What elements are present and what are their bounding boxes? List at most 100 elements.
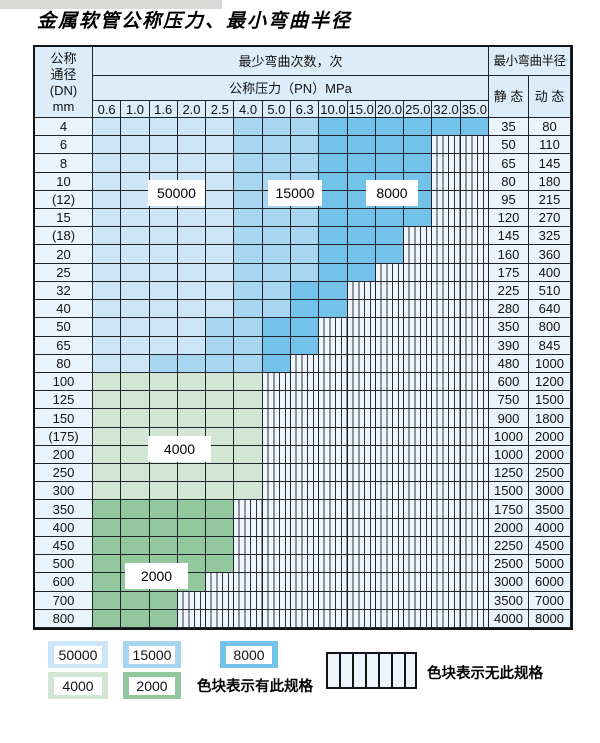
legend-has-spec-note: 色块表示有此规格 xyxy=(197,679,313,695)
static-radius-cell: 1250 xyxy=(489,464,529,483)
bend-cell-b2 xyxy=(234,227,263,246)
bend-cell-s xyxy=(375,482,405,501)
bend-cell-s xyxy=(460,591,489,610)
pressure-column-label: 35.0 xyxy=(460,101,489,118)
bend-cell-s xyxy=(262,518,291,537)
bend-cell-s xyxy=(375,391,405,410)
bend-cell-g1 xyxy=(234,464,263,483)
bend-cell-b1 xyxy=(121,263,150,282)
static-radius-cell: 175 xyxy=(489,263,529,282)
bend-cell-s xyxy=(375,318,405,337)
dn-header-line: 通径 xyxy=(50,66,77,82)
bend-cell-s xyxy=(432,318,461,337)
dn-cell: 700 xyxy=(35,591,93,610)
bend-cell-s xyxy=(375,300,405,319)
bend-cell-b2 xyxy=(262,118,291,137)
bend-cell-b1 xyxy=(149,263,178,282)
bend-cell-s xyxy=(460,427,489,446)
bend-cell-g1 xyxy=(93,372,122,392)
bend-cell-b1 xyxy=(93,190,122,210)
bend-cell-g2 xyxy=(121,518,150,537)
bend-cell-b3 xyxy=(375,245,405,264)
bend-cell-g1 xyxy=(121,427,150,446)
static-radius-cell: 600 xyxy=(489,372,529,392)
bend-cell-s xyxy=(291,372,320,392)
dynamic-radius-cell: 110 xyxy=(529,136,571,155)
bend-cell-g1 xyxy=(206,372,235,392)
bend-cell-s xyxy=(404,536,433,556)
bend-cell-s xyxy=(347,281,376,301)
bend-cell-s xyxy=(375,336,405,355)
dn-header-line: (DN) xyxy=(49,82,78,98)
pressure-column-label: 0.6 xyxy=(93,101,122,118)
bend-cell-s xyxy=(460,555,489,574)
static-radius-cell: 750 xyxy=(489,391,529,410)
bend-cell-g1 xyxy=(121,391,150,410)
dynamic-radius-cell: 400 xyxy=(529,263,571,282)
legend-swatch-2000: 2000 xyxy=(123,672,181,699)
bend-cell-s xyxy=(347,445,376,465)
dn-header-cell: 公称 通径 (DN) mm xyxy=(35,47,93,118)
static-radius-cell: 3500 xyxy=(489,591,529,610)
static-radius-cell: 50 xyxy=(489,136,529,155)
bend-cell-b2 xyxy=(234,318,263,337)
pressure-column-label: 25.0 xyxy=(404,101,433,118)
bend-cell-b2 xyxy=(234,136,263,155)
bend-cell-s xyxy=(375,573,405,592)
dn-cell: 65 xyxy=(35,336,93,355)
dn-cell: 250 xyxy=(35,464,93,483)
bend-cell-b2 xyxy=(234,354,263,373)
bend-cell-s xyxy=(291,555,320,574)
static-radius-cell: 160 xyxy=(489,245,529,264)
bend-cell-b1 xyxy=(177,154,207,173)
bend-cell-b1 xyxy=(93,336,122,355)
bend-times-header: 最少弯曲次数，次 xyxy=(93,47,489,76)
bend-cell-g1 xyxy=(206,391,235,410)
bend-cell-s xyxy=(262,555,291,574)
bend-cell-s xyxy=(347,591,376,610)
static-radius-cell: 95 xyxy=(489,190,529,210)
bend-cell-b1 xyxy=(149,136,178,155)
bend-cell-b1 xyxy=(177,136,207,155)
bend-cell-b2 xyxy=(234,300,263,319)
dynamic-radius-cell: 4000 xyxy=(529,518,571,537)
bend-cell-b1 xyxy=(93,318,122,337)
bend-cell-b2 xyxy=(234,118,263,137)
bend-cell-s xyxy=(262,464,291,483)
document-title: 金属软管公称压力、最小弯曲半径 xyxy=(37,10,353,32)
bend-cell-s xyxy=(319,427,348,446)
bend-cell-s xyxy=(347,536,376,556)
bend-cell-b1 xyxy=(121,300,150,319)
dynamic-radius-cell: 510 xyxy=(529,281,571,301)
static-radius-cell: 145 xyxy=(489,227,529,246)
bend-cell-b1 xyxy=(206,118,235,137)
bend-cell-g1 xyxy=(234,427,263,446)
bend-cell-b1 xyxy=(93,281,122,301)
bend-cell-b1 xyxy=(177,118,207,137)
bend-cell-g2 xyxy=(93,555,122,574)
pressure-header: 公称压力（PN）MPa xyxy=(93,76,489,101)
dn-cell: (18) xyxy=(35,227,93,246)
dn-cell: 400 xyxy=(35,518,93,537)
bend-cell-s xyxy=(460,536,489,556)
bend-cell-b2 xyxy=(234,154,263,173)
bend-cell-s xyxy=(432,391,461,410)
bend-cell-s xyxy=(347,427,376,446)
bend-cell-g2 xyxy=(93,609,122,628)
bend-cell-s xyxy=(375,409,405,428)
pressure-column-label: 10.0 xyxy=(319,101,348,118)
bend-cell-b2 xyxy=(262,281,291,301)
dn-cell: 450 xyxy=(35,536,93,556)
bend-cell-s xyxy=(375,555,405,574)
bend-cell-s xyxy=(432,263,461,282)
bend-cell-g2 xyxy=(149,591,178,610)
bend-cell-g2 xyxy=(93,591,122,610)
bend-cell-s xyxy=(319,318,348,337)
bend-cell-b3 xyxy=(375,209,405,228)
bend-cell-g1 xyxy=(149,482,178,501)
static-radius-cell: 1750 xyxy=(489,500,529,519)
bend-cell-b1 xyxy=(93,245,122,264)
bend-cell-s xyxy=(404,300,433,319)
dynamic-radius-cell: 3000 xyxy=(529,482,571,501)
bend-cell-b1 xyxy=(177,245,207,264)
